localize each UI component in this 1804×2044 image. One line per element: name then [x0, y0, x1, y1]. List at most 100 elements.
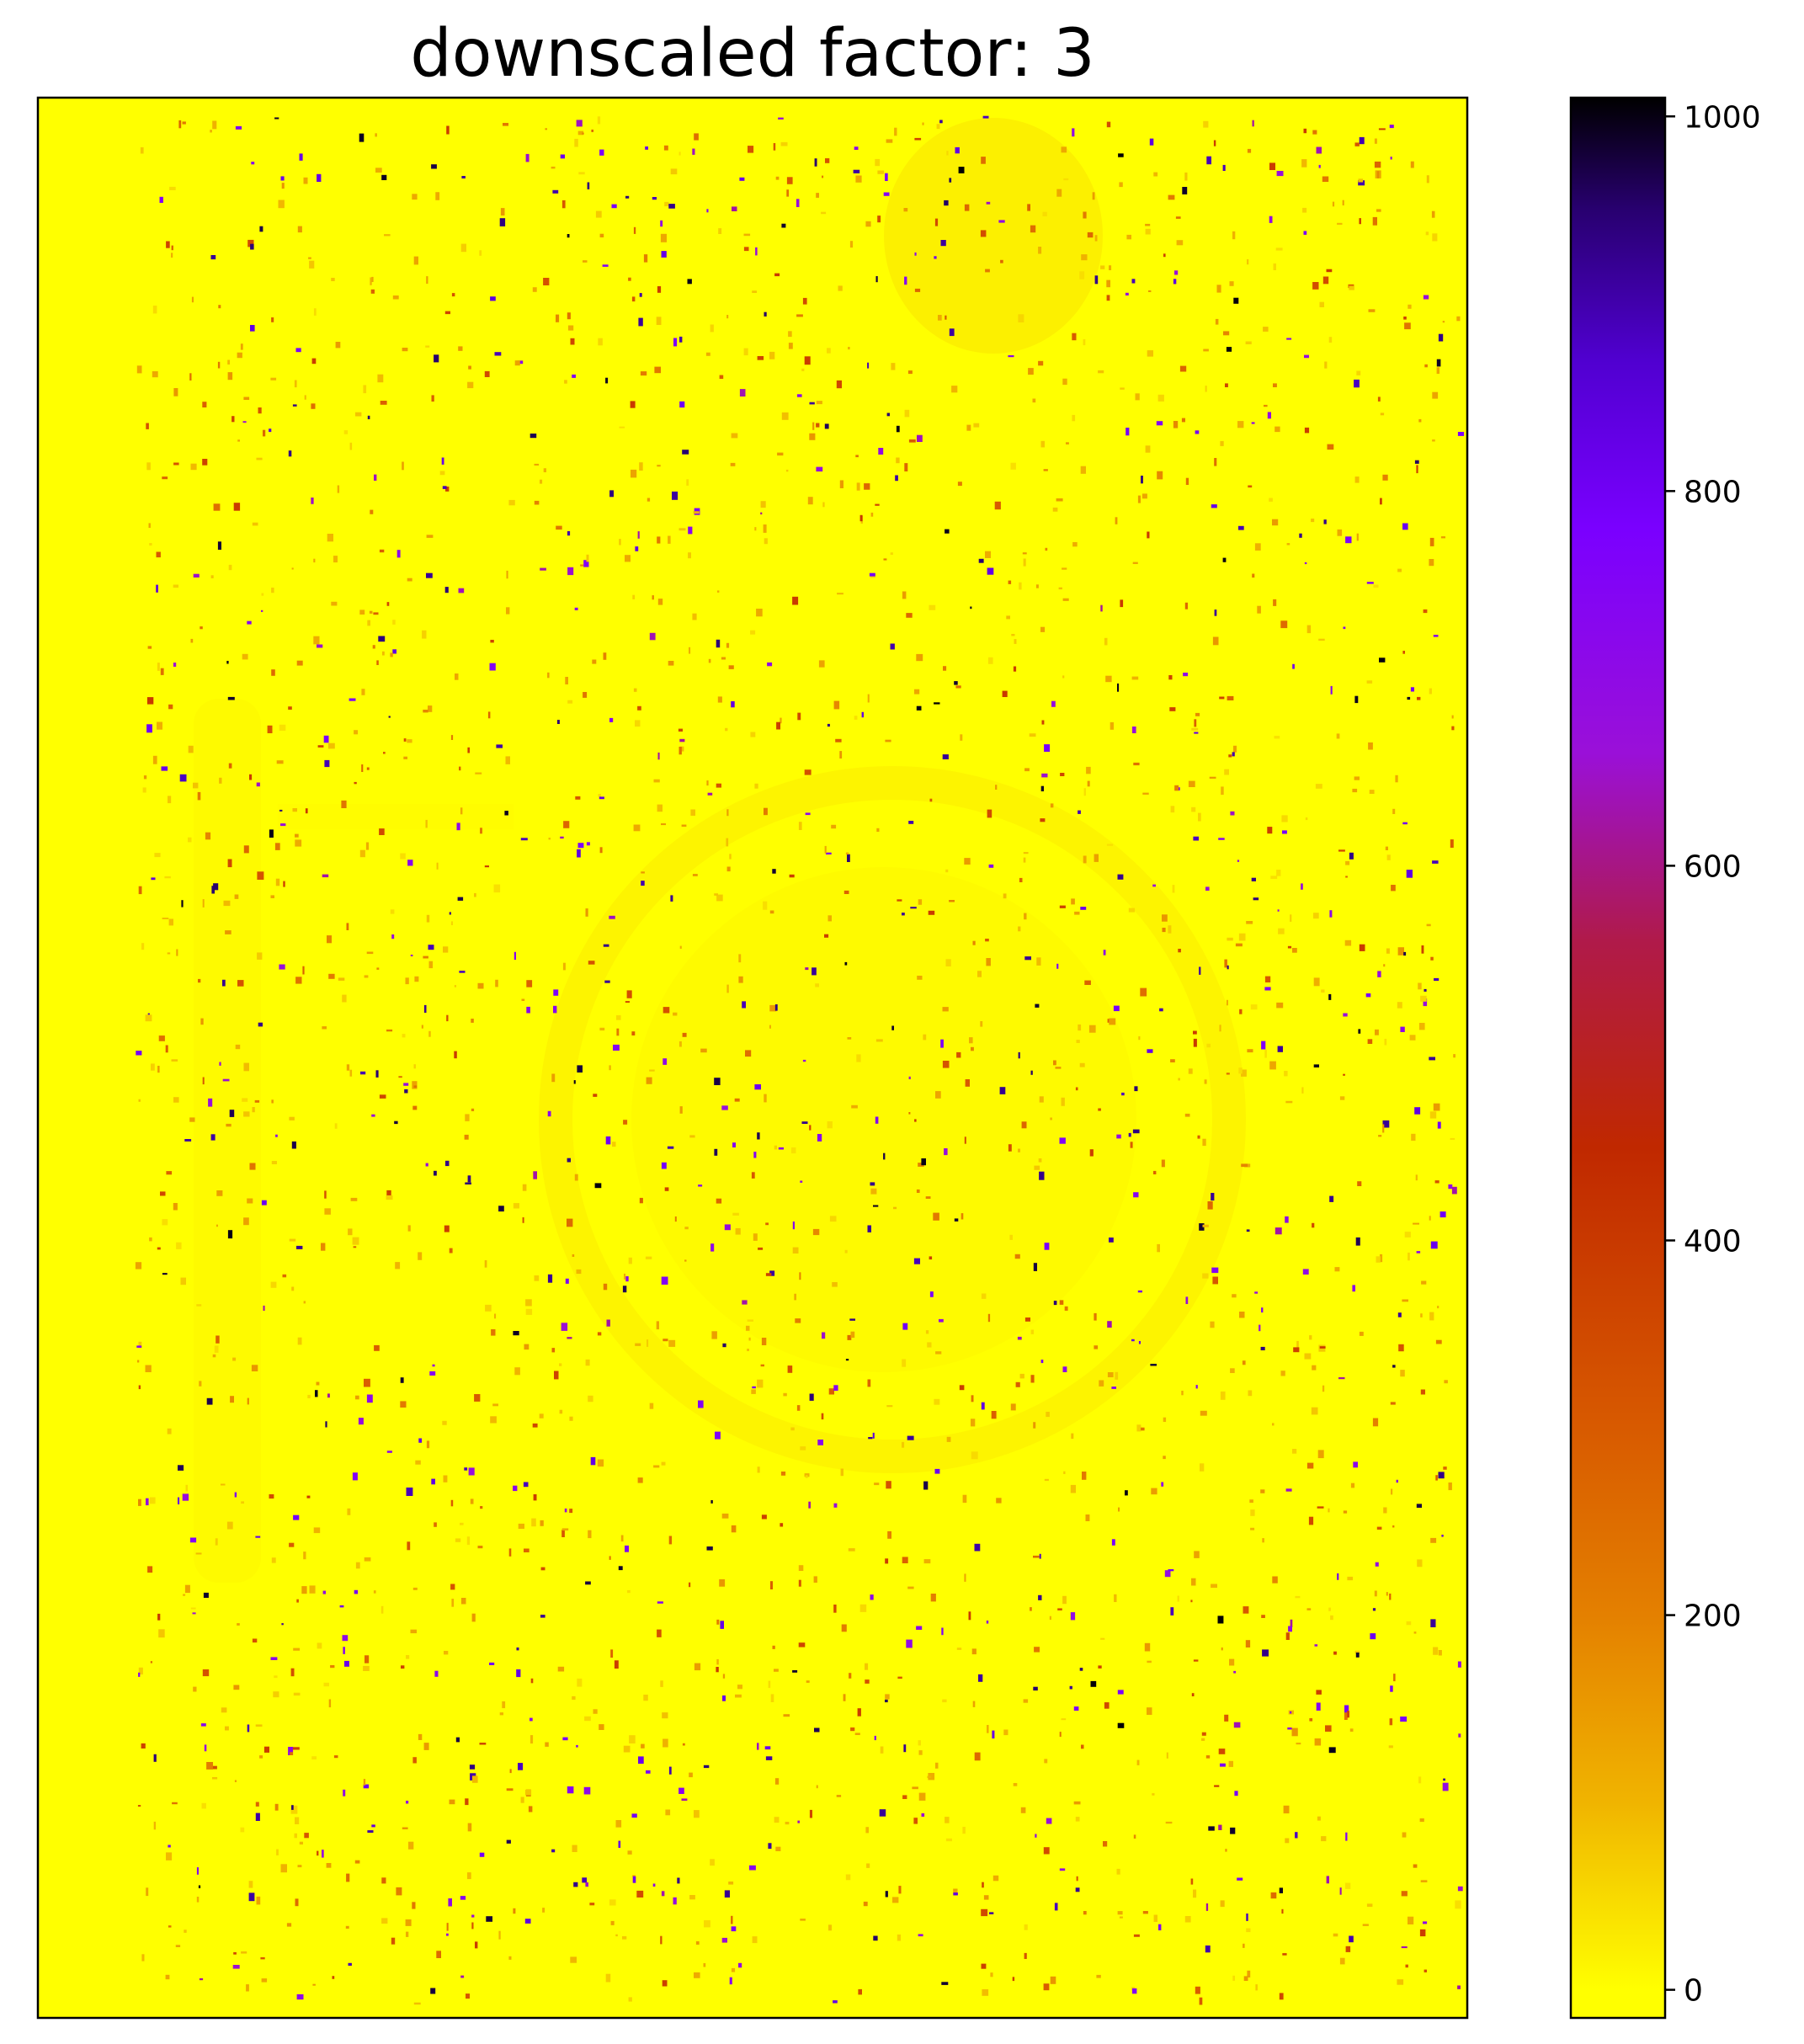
heatmap-speckle	[1377, 397, 1381, 402]
heatmap-speckle	[982, 1989, 989, 1996]
heatmap-speckle	[375, 1070, 379, 1078]
heatmap-speckle	[1372, 216, 1377, 226]
heatmap-speckle	[656, 317, 662, 325]
heatmap-speckle	[1193, 1659, 1199, 1662]
heatmap-speckle	[198, 978, 201, 983]
heatmap-speckle	[241, 1951, 247, 1954]
heatmap-speckle	[339, 1605, 344, 1608]
heatmap-speckle	[734, 1098, 740, 1102]
heatmap-speckle	[138, 1099, 141, 1102]
heatmap-speckle	[612, 1142, 616, 1147]
heatmap-speckle	[594, 1183, 602, 1189]
heatmap-speckle	[413, 1085, 418, 1089]
heatmap-speckle	[557, 1666, 565, 1672]
heatmap-speckle	[631, 296, 636, 302]
heatmap-speckle	[765, 1756, 773, 1760]
heatmap-speckle	[243, 1111, 250, 1117]
heatmap-speckle	[1246, 1928, 1251, 1933]
heatmap-speckle	[271, 1161, 277, 1164]
heatmap-speckle	[1273, 263, 1276, 270]
heatmap-speckle	[1063, 1471, 1066, 1474]
heatmap-speckle	[1355, 1653, 1360, 1658]
heatmap-speckle	[1358, 1029, 1361, 1034]
heatmap-speckle	[1313, 913, 1319, 919]
heatmap-speckle	[1321, 1836, 1327, 1842]
heatmap-speckle	[1201, 1732, 1206, 1736]
heatmap-speckle	[375, 133, 377, 137]
heatmap-speckle	[412, 1902, 416, 1909]
heatmap-speckle	[751, 1172, 755, 1179]
heatmap-speckle	[353, 1246, 357, 1248]
heatmap-speckle	[645, 146, 648, 150]
heatmap-speckle	[1390, 1402, 1396, 1405]
heatmap-speckle	[689, 1772, 693, 1778]
heatmap-speckle	[439, 471, 445, 476]
heatmap-speckle	[1302, 1269, 1309, 1275]
heatmap-speckle	[381, 174, 387, 180]
heatmap-speckle	[1164, 1570, 1171, 1578]
heatmap-speckle	[1406, 1621, 1412, 1626]
heatmap-speckle	[672, 491, 678, 500]
heatmap-speckle	[274, 117, 279, 120]
heatmap-speckle	[1451, 726, 1455, 731]
heatmap-speckle	[1100, 265, 1105, 269]
heatmap-speckle	[1409, 1035, 1416, 1041]
heatmap-speckle	[755, 247, 758, 256]
heatmap-speckle	[1131, 1339, 1135, 1342]
heatmap-speckle	[1366, 680, 1373, 684]
heatmap-speckle	[1237, 860, 1240, 862]
heatmap-speckle	[435, 192, 440, 200]
heatmap-speckle	[814, 1727, 820, 1733]
heatmap-speckle	[278, 200, 285, 209]
heatmap-speckle	[757, 1132, 760, 1140]
heatmap-speckle	[739, 177, 745, 181]
heatmap-speckle	[168, 796, 172, 804]
heatmap-speckle	[689, 647, 691, 654]
heatmap-speckle	[247, 620, 252, 625]
heatmap-speckle	[1141, 493, 1147, 499]
heatmap-speckle	[1439, 1211, 1446, 1218]
heatmap-speckle	[454, 1051, 457, 1059]
heatmap-speckle	[211, 886, 215, 894]
heatmap-speckle	[1073, 1801, 1081, 1805]
heatmap-speckle	[1131, 1988, 1137, 1994]
heatmap-speckle	[1195, 712, 1200, 716]
heatmap-speckle	[1019, 582, 1022, 590]
heatmap-speckle	[1344, 1882, 1351, 1889]
heatmap-speckle	[1327, 444, 1334, 450]
heatmap-speckle	[345, 1925, 349, 1929]
heatmap-speckle	[598, 338, 603, 346]
heatmap-speckle	[1214, 458, 1217, 466]
heatmap-speckle	[1094, 1312, 1097, 1321]
heatmap-speckle	[1238, 525, 1244, 530]
heatmap-speckle	[1264, 1049, 1267, 1058]
heatmap-speckle	[827, 1120, 833, 1129]
heatmap-speckle	[1416, 1251, 1421, 1254]
heatmap-speckle	[1359, 218, 1361, 225]
heatmap-speckle	[946, 151, 949, 156]
heatmap-speckle	[1285, 1838, 1290, 1844]
heatmap-speckle	[914, 689, 920, 695]
heatmap-speckle	[572, 1844, 577, 1852]
heatmap-speckle	[870, 1188, 877, 1195]
heatmap-speckle	[885, 173, 888, 181]
heatmap-speckle	[1380, 498, 1382, 505]
heatmap-speckle	[1214, 609, 1217, 616]
heatmap-speckle	[1212, 636, 1219, 646]
heatmap-speckle	[781, 223, 786, 228]
heatmap-speckle	[568, 325, 574, 331]
heatmap-speckle	[689, 1582, 691, 1588]
heatmap-speckle	[145, 1365, 152, 1372]
heatmap-speckle	[1115, 1371, 1119, 1380]
heatmap-speckle	[743, 247, 749, 252]
heatmap-speckle	[498, 1930, 501, 1940]
heatmap-speckle	[1010, 1403, 1016, 1411]
heatmap-speckle	[1254, 1291, 1259, 1294]
heatmap-speckle	[1239, 1312, 1245, 1318]
heatmap-speckle	[313, 636, 320, 645]
heatmap-speckle	[1006, 615, 1010, 620]
heatmap-speckle	[646, 1077, 652, 1084]
heatmap-speckle	[276, 760, 284, 764]
heatmap-speckle	[479, 1743, 487, 1745]
